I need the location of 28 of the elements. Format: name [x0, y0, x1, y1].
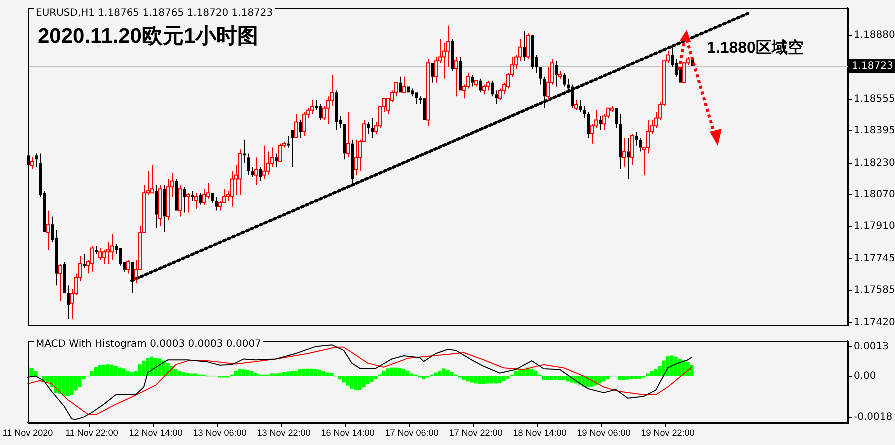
y-tick-label: 1.18395	[854, 126, 895, 137]
x-tick-label: 12 Nov 14:00	[129, 428, 183, 438]
x-tick-label: 13 Nov 22:00	[257, 428, 311, 438]
x-tick-label: 13 Nov 06:00	[193, 428, 247, 438]
y-tick-label: 1.18070	[854, 190, 895, 201]
y-tick-label: 0.0013	[854, 341, 889, 352]
x-tick-label: 17 Nov 06:00	[385, 428, 439, 438]
y-tick-label: 1.17910	[854, 221, 895, 232]
annotation: 1.1880区域空	[705, 40, 806, 58]
x-tick-label: 11 Nov 22:00	[66, 428, 118, 438]
x-tick-label: 11 Nov 2020	[2, 428, 54, 438]
x-tick-label: 16 Nov 14:00	[321, 428, 375, 438]
x-tick-label: 18 Nov 14:00	[513, 428, 567, 438]
text: 2020.11.20欧元1小时图	[36, 25, 261, 50]
x-tick-label: 17 Nov 22:00	[449, 428, 503, 438]
chart-subtitle: EURUSD,H1 1.18765 1.18765 1.18720 1.18723	[34, 8, 276, 20]
chart-title: MACD With Histogram 0.0003 0.0003 0.0007	[34, 339, 264, 350]
y-tick-label: 1.18230	[854, 158, 895, 170]
y-tick-label: 1.17585	[854, 285, 895, 296]
y-tick-label: 1.17420	[854, 318, 895, 329]
y-tick-label: -0.0018	[854, 412, 893, 423]
y-tick-label: 0.00	[854, 370, 876, 382]
x-tick-label: 19 Nov 22:00	[641, 428, 695, 438]
ref-line-label: 1.18723	[852, 61, 894, 72]
y-tick-label: 1.18880	[854, 30, 895, 42]
x-tick-label: 19 Nov 06:00	[577, 428, 631, 438]
y-tick-label: 1.17745	[854, 254, 895, 265]
y-tick-label: 1.18555	[854, 94, 895, 106]
